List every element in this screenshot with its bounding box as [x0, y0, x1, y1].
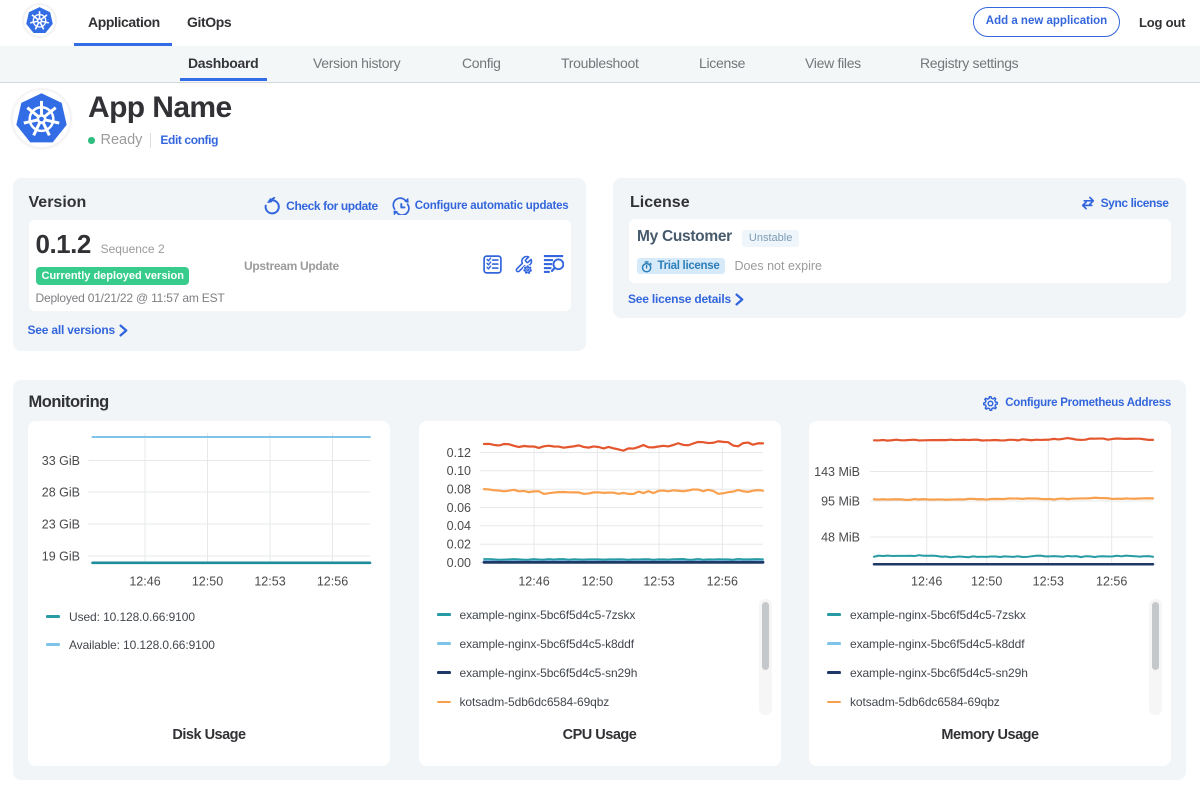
- svg-text:12:56: 12:56: [1096, 574, 1127, 588]
- svg-text:48 MiB: 48 MiB: [821, 530, 860, 544]
- svg-text:143 MiB: 143 MiB: [814, 464, 860, 478]
- svg-text:19 GiB: 19 GiB: [42, 549, 80, 563]
- svg-text:0.02: 0.02: [446, 537, 470, 551]
- svg-text:12:46: 12:46: [911, 574, 942, 588]
- svg-text:12:53: 12:53: [643, 574, 674, 588]
- svg-text:12:46: 12:46: [129, 574, 160, 588]
- svg-text:12:50: 12:50: [581, 574, 612, 588]
- svg-text:12:56: 12:56: [706, 574, 737, 588]
- svg-text:33 GiB: 33 GiB: [42, 453, 80, 467]
- svg-text:0.04: 0.04: [446, 519, 470, 533]
- svg-text:12:46: 12:46: [518, 574, 549, 588]
- svg-text:23 GiB: 23 GiB: [42, 517, 80, 531]
- svg-text:95 MiB: 95 MiB: [821, 494, 860, 508]
- svg-text:12:53: 12:53: [254, 574, 285, 588]
- svg-text:12:50: 12:50: [971, 574, 1002, 588]
- svg-text:28 GiB: 28 GiB: [42, 485, 80, 499]
- svg-text:0.12: 0.12: [446, 445, 470, 459]
- svg-text:12:56: 12:56: [317, 574, 348, 588]
- svg-text:12:50: 12:50: [192, 574, 223, 588]
- svg-text:0.10: 0.10: [446, 464, 470, 478]
- svg-text:12:53: 12:53: [1033, 574, 1064, 588]
- svg-text:0.08: 0.08: [446, 482, 470, 496]
- svg-text:0.00: 0.00: [446, 555, 470, 569]
- svg-text:0.06: 0.06: [446, 500, 470, 514]
